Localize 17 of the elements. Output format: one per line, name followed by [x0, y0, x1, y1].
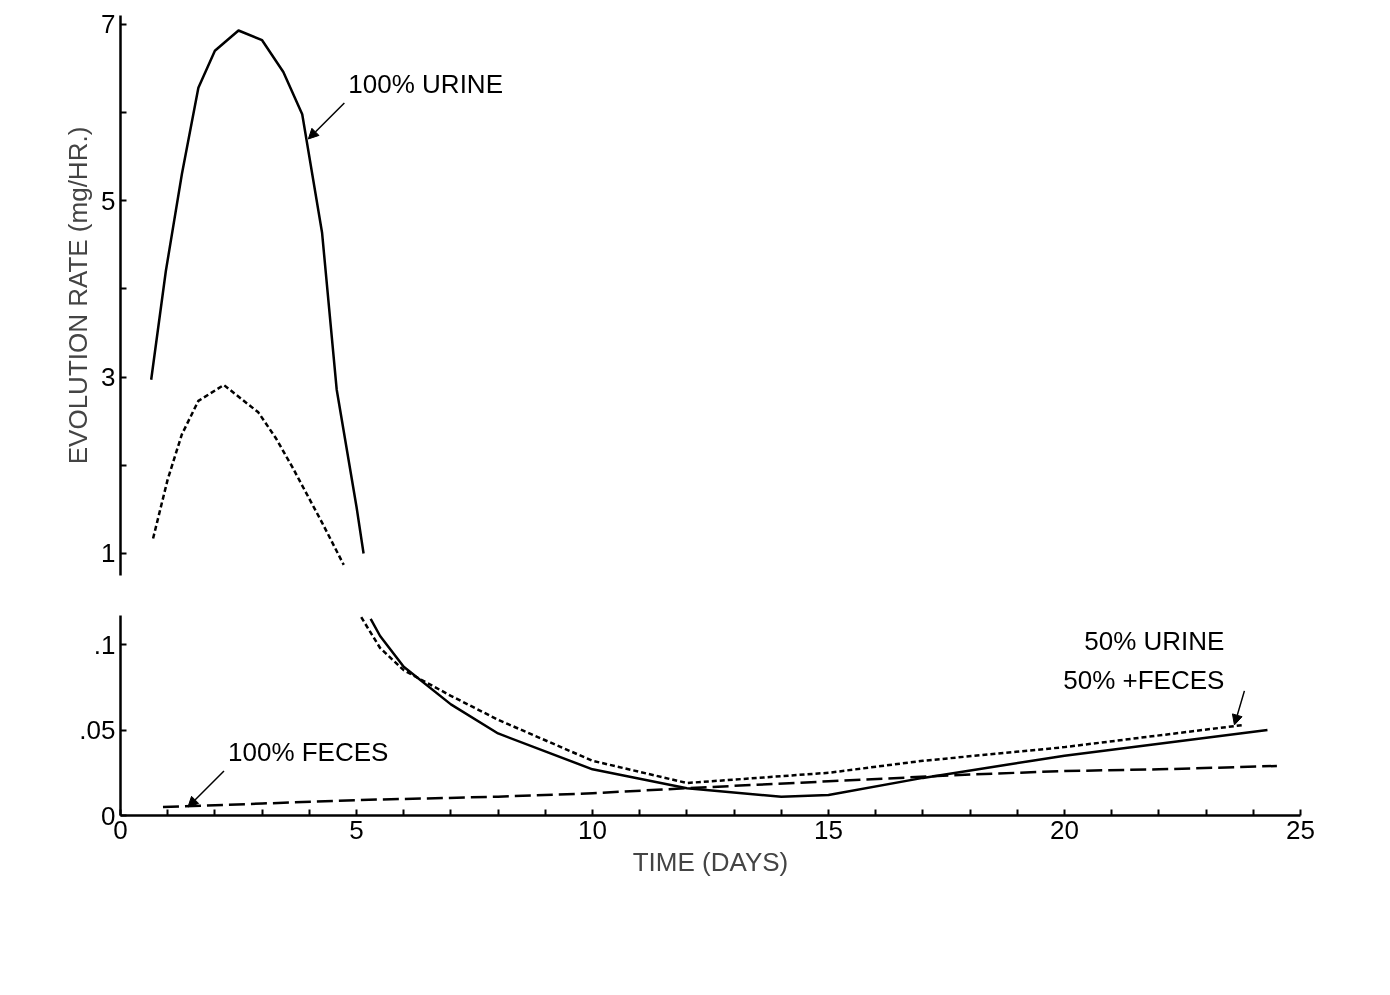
x-tick-label: 25	[1286, 814, 1315, 845]
y-tick-label: 3	[101, 362, 116, 393]
x-tick-label: 5	[349, 814, 364, 845]
x-tick-label: 10	[578, 814, 607, 845]
x-axis-title: TIME (DAYS)	[632, 846, 789, 877]
line-series	[151, 383, 346, 567]
y-tick-label: 7	[101, 9, 116, 40]
annotation: 50% URINE 50% +FECES	[1063, 625, 1225, 695]
y-axis-title: EVOLUTION RATE (mg/HR.)	[63, 126, 94, 465]
x-tick-label: 15	[814, 814, 843, 845]
y-tick-label: 5	[101, 185, 116, 216]
y-tick-label: .1	[93, 629, 116, 660]
annotation: 100% FECES	[228, 736, 389, 767]
y-tick-label: .05	[79, 715, 116, 746]
x-tick-label: 20	[1050, 814, 1079, 845]
annotation: 100% URINE	[348, 68, 503, 99]
y-tick-label: 1	[101, 538, 116, 569]
